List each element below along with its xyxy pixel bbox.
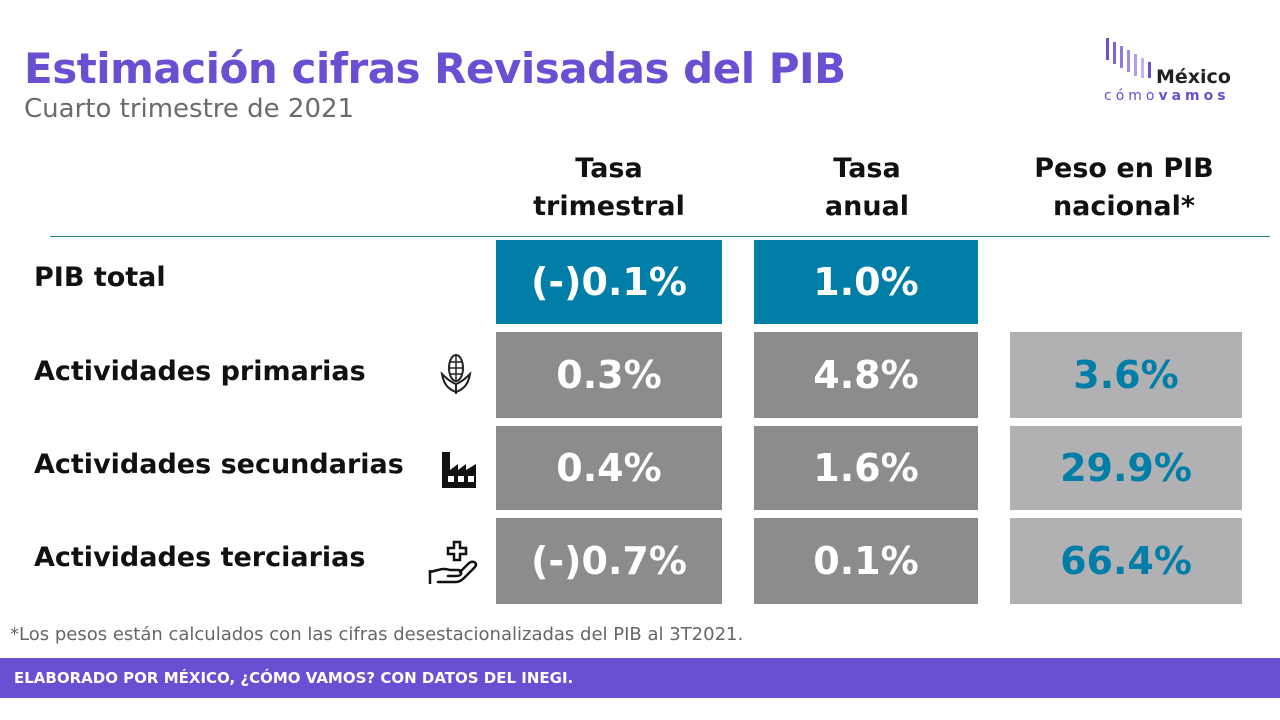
cell-terciarias-trimestral: (-)0.7% (496, 518, 722, 604)
column-header-trimestral: Tasa trimestral (496, 150, 722, 226)
footnote: *Los pesos están calculados con las cifr… (10, 624, 744, 645)
footer-source: ELABORADO POR MÉXICO, ¿CÓMO VAMOS? CON D… (14, 669, 574, 687)
column-header-line: Peso en PIB (1034, 153, 1214, 184)
page-title: Estimación cifras Revisadas del PIB (24, 44, 846, 93)
cell-secundarias-peso: 29.9% (1010, 426, 1242, 510)
column-header-line: anual (824, 191, 910, 222)
column-header-anual: Tasa anual (754, 150, 980, 226)
logo-word: México (1156, 66, 1231, 88)
footer-bar: ELABORADO POR MÉXICO, ¿CÓMO VAMOS? CON D… (0, 658, 1280, 698)
cell-secundarias-anual: 1.6% (754, 426, 978, 510)
row-label-pib-total: PIB total (34, 262, 166, 293)
cell-pib-total-trimestral: (-)0.1% (496, 240, 722, 324)
cell-primarias-peso: 3.6% (1010, 332, 1242, 418)
column-header-line: nacional* (1052, 191, 1196, 222)
column-header-line: Tasa (833, 153, 901, 184)
corn-icon (440, 354, 472, 394)
cell-primarias-trimestral: 0.3% (496, 332, 722, 418)
row-label-primarias: Actividades primarias (34, 356, 366, 387)
logo-bars-icon (1106, 38, 1151, 78)
cell-primarias-anual: 4.8% (754, 332, 978, 418)
header-divider (50, 236, 1270, 237)
logo-tag-bold: vamos (1158, 88, 1230, 104)
page-subtitle: Cuarto trimestre de 2021 (24, 94, 355, 124)
column-header-peso: Peso en PIB nacional* (1006, 150, 1242, 226)
row-label-terciarias: Actividades terciarias (34, 542, 366, 573)
row-label-secundarias: Actividades secundarias (34, 449, 404, 480)
column-header-line: trimestral (533, 191, 685, 222)
logo-tagline: cómovamos (1104, 88, 1230, 104)
cell-terciarias-peso: 66.4% (1010, 518, 1242, 604)
logo-tag-light: cómo (1104, 88, 1159, 104)
column-header-line: Tasa (575, 153, 643, 184)
cell-terciarias-anual: 0.1% (754, 518, 978, 604)
cell-pib-total-anual: 1.0% (754, 240, 978, 324)
cell-secundarias-trimestral: 0.4% (496, 426, 722, 510)
mexico-como-vamos-logo: México cómovamos (1100, 36, 1260, 106)
hand-plus-icon (428, 540, 478, 584)
factory-icon (442, 452, 476, 488)
